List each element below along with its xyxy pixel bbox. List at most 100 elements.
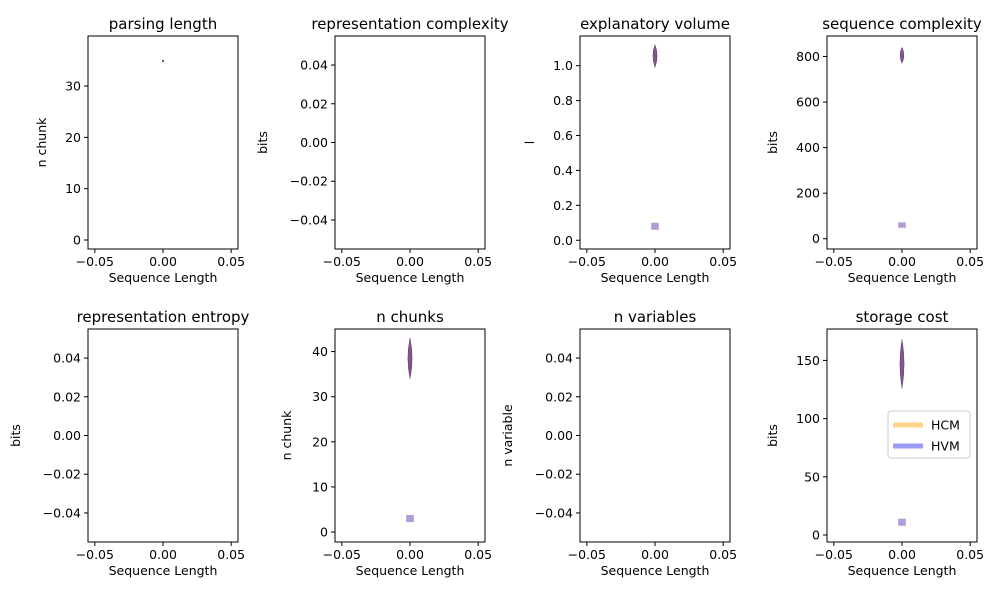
y-tick-label: 0.02 — [545, 389, 573, 404]
x-tick-label: 0.05 — [709, 547, 737, 562]
axes-frame — [334, 35, 486, 250]
y-tick-label: −0.02 — [290, 174, 328, 189]
chart-panel-4: −0.05 0.00 0.05 0 200 400 600 800 sequence compl… — [765, 15, 984, 285]
x-axis-label: Sequence Length — [848, 270, 957, 285]
violin-mark — [161, 59, 165, 63]
y-tick-label: 0 — [320, 525, 328, 540]
x-tick-label: −0.05 — [568, 547, 606, 562]
chart-title: storage cost — [856, 308, 949, 326]
x-tick-label: −0.05 — [76, 547, 114, 562]
x-tick-label: 0.00 — [641, 254, 669, 269]
y-tick-label: 0 — [812, 231, 820, 246]
chart-title: sequence complexity — [822, 15, 982, 33]
x-tick-label: 0.00 — [888, 547, 916, 562]
y-tick-label: 0.0 — [553, 233, 573, 248]
violin-mark — [898, 222, 906, 228]
chart-panel-3: −0.05 0.00 0.05 0.0 0.2 0.4 0.6 0.8 1.0 explanato… — [522, 15, 737, 285]
y-tick-label: 0.02 — [53, 389, 81, 404]
axes-frame — [579, 328, 731, 543]
x-tick-label: 0.00 — [396, 547, 424, 562]
chart-title: explanatory volume — [580, 15, 730, 33]
x-tick-label: 0.00 — [641, 547, 669, 562]
x-tick-label: 0.05 — [464, 254, 492, 269]
violin-mark — [899, 339, 905, 389]
y-tick-label: 30 — [65, 79, 81, 94]
x-tick-label: −0.05 — [815, 547, 853, 562]
y-tick-label: 0.4 — [553, 163, 573, 178]
y-tick-label: 10 — [65, 181, 81, 196]
y-tick-label: 100 — [796, 411, 820, 426]
chart-panel-8: −0.05 0.00 0.05 0 50 100 150 storage cost Sequen… — [765, 308, 984, 578]
x-tick-label: 0.05 — [709, 254, 737, 269]
x-tick-label: −0.05 — [815, 254, 853, 269]
y-tick-label: 10 — [312, 479, 328, 494]
y-axis-label: bits — [765, 424, 780, 447]
chart-title: n chunks — [376, 308, 444, 326]
x-tick-label: −0.05 — [76, 254, 114, 269]
x-axis-label: Sequence Length — [109, 270, 218, 285]
x-axis-label: Sequence Length — [601, 563, 710, 578]
violin-mark — [898, 518, 906, 526]
y-tick-label: 0.00 — [300, 135, 328, 150]
y-axis-label: l — [522, 141, 537, 144]
x-tick-label: −0.05 — [323, 547, 361, 562]
x-axis-label: Sequence Length — [109, 563, 218, 578]
chart-panel-6: −0.05 0.00 0.05 0 10 20 30 40 n chunks Sequence L… — [279, 308, 492, 578]
y-axis-label: n chunk — [34, 117, 49, 168]
x-tick-label: −0.05 — [568, 254, 606, 269]
violin-mark — [899, 46, 905, 64]
y-tick-label: 0.02 — [300, 96, 328, 111]
violin-mark — [651, 222, 659, 230]
y-axis-label: bits — [8, 424, 23, 447]
chart-title: parsing length — [109, 15, 217, 33]
y-tick-label: −0.04 — [43, 505, 81, 520]
y-tick-label: 0.04 — [545, 351, 573, 366]
legend-label: HVM — [931, 439, 960, 454]
x-tick-label: 0.05 — [217, 254, 245, 269]
chart-title: representation entropy — [77, 308, 250, 326]
y-tick-label: 0.6 — [553, 128, 573, 143]
axes-frame — [87, 328, 239, 543]
x-tick-label: 0.00 — [888, 254, 916, 269]
y-tick-label: 20 — [312, 434, 328, 449]
y-tick-label: 40 — [312, 344, 328, 359]
y-tick-label: −0.02 — [535, 467, 573, 482]
y-tick-label: −0.02 — [43, 467, 81, 482]
y-tick-label: 1.0 — [553, 58, 573, 73]
y-tick-label: 0.04 — [53, 351, 81, 366]
chart-panel-2: −0.05 0.00 0.05 −0.04 −0.02 0.00 0.02 0.04 repre… — [255, 15, 509, 285]
y-axis-label: bits — [765, 131, 780, 154]
x-tick-label: 0.00 — [396, 254, 424, 269]
y-tick-label: 0.00 — [53, 428, 81, 443]
x-tick-label: 0.05 — [217, 547, 245, 562]
y-tick-label: −0.04 — [535, 505, 573, 520]
y-tick-label: 400 — [796, 140, 820, 155]
violin-mark — [652, 44, 658, 69]
x-tick-label: −0.05 — [323, 254, 361, 269]
axes-frame — [87, 35, 239, 250]
y-tick-label: 50 — [804, 469, 820, 484]
legend-label: HCM — [931, 418, 960, 433]
y-tick-label: 600 — [796, 95, 820, 110]
chart-title: representation complexity — [311, 15, 508, 33]
x-tick-label: 0.00 — [149, 254, 177, 269]
x-tick-label: 0.05 — [956, 254, 984, 269]
x-axis-label: Sequence Length — [356, 563, 465, 578]
y-tick-label: 0 — [812, 528, 820, 543]
x-tick-label: 0.05 — [464, 547, 492, 562]
x-axis-label: Sequence Length — [356, 270, 465, 285]
chart-panel-5: −0.05 0.00 0.05 −0.04 −0.02 0.00 0.02 0.04 repre… — [8, 308, 250, 578]
y-tick-label: 0.04 — [300, 58, 328, 73]
y-tick-label: 0 — [73, 233, 81, 248]
y-axis-label: n chunk — [279, 410, 294, 461]
y-tick-label: 20 — [65, 130, 81, 145]
x-axis-label: Sequence Length — [601, 270, 710, 285]
chart-panel-1: −0.05 0.00 0.05 0 10 20 30 parsing length Sequen… — [34, 15, 245, 285]
axes-frame — [826, 35, 978, 250]
y-tick-label: −0.04 — [290, 212, 328, 227]
chart-title: n variables — [614, 308, 697, 326]
x-tick-label: 0.00 — [149, 547, 177, 562]
x-tick-label: 0.05 — [956, 547, 984, 562]
chart-panel-7: −0.05 0.00 0.05 −0.04 −0.02 0.00 0.02 0.04 n var… — [500, 308, 737, 578]
